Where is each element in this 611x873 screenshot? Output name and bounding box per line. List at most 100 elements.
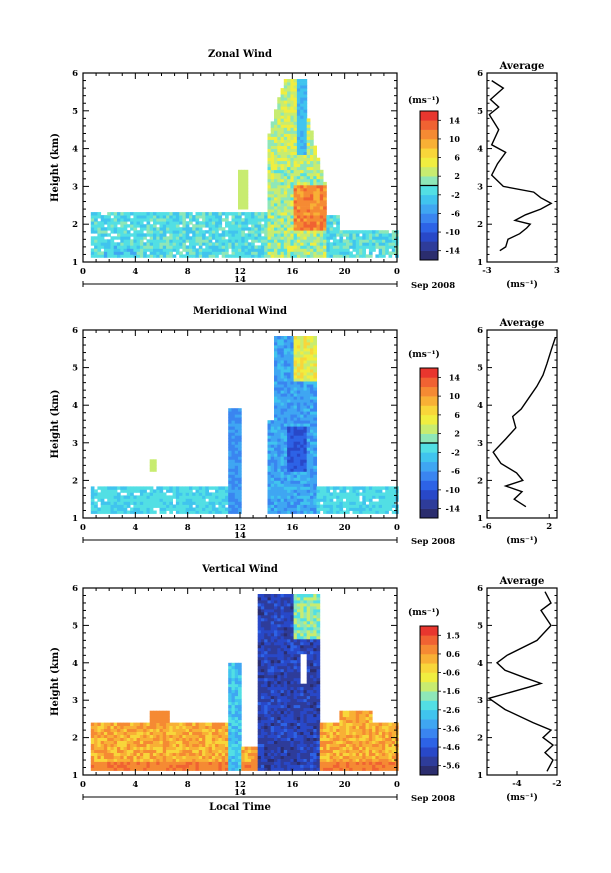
- heatmap-cell: [270, 471, 275, 475]
- heatmap-cell: [290, 417, 295, 421]
- heatmap-cell: [372, 239, 376, 243]
- heatmap-cell: [143, 728, 147, 732]
- heatmap-cell: [313, 169, 317, 174]
- heatmap-cell: [205, 251, 209, 255]
- heatmap-cell: [303, 336, 308, 340]
- heatmap-cell: [287, 411, 291, 415]
- heatmap-cell: [283, 402, 288, 406]
- heatmap-cell: [313, 148, 317, 152]
- heatmap-cell: [283, 465, 288, 469]
- heatmap-cell: [336, 492, 340, 496]
- heatmap-cell: [238, 665, 242, 670]
- heatmap-cell: [234, 242, 239, 246]
- heatmap-cell: [303, 227, 308, 231]
- heatmap-cell: [306, 435, 311, 439]
- heatmap-cell: [270, 698, 275, 703]
- heatmap-cell: [103, 507, 108, 511]
- heatmap-cell: [287, 360, 291, 364]
- heatmap-cell: [192, 227, 196, 231]
- heatmap-cell: [280, 236, 285, 240]
- heatmap-cell: [241, 248, 245, 252]
- heatmap-cell: [215, 248, 219, 252]
- heatmap-cell: [313, 450, 317, 454]
- heatmap-cell: [195, 504, 200, 508]
- heatmap-cell: [192, 236, 196, 240]
- heatmap-cell: [274, 254, 278, 258]
- heatmap-cell: [166, 504, 170, 508]
- heatmap-cell: [103, 245, 108, 249]
- heatmap-cell: [241, 761, 245, 765]
- heatmap-cell: [215, 725, 219, 729]
- heatmap-cell: [139, 233, 144, 237]
- heatmap-cell: [90, 504, 95, 508]
- heatmap-cell: [126, 722, 131, 726]
- heatmap-cell: [123, 755, 128, 759]
- heatmap-cell: [391, 242, 396, 246]
- heatmap-cell: [283, 384, 288, 388]
- heatmap-cell: [113, 755, 118, 759]
- heatmap-cell: [156, 230, 160, 234]
- heatmap-cell: [94, 761, 98, 765]
- heatmap-cell: [192, 764, 196, 768]
- heatmap-cell: [228, 432, 232, 436]
- heatmap-cell: [241, 236, 245, 240]
- date-day-label: 14: [234, 275, 246, 285]
- heatmap-cell: [238, 447, 242, 451]
- heatmap-cell: [123, 507, 128, 511]
- heatmap-cell: [146, 746, 151, 750]
- heatmap-cell: [100, 218, 105, 222]
- heatmap-cell: [175, 740, 180, 744]
- heatmap-cell: [198, 501, 203, 505]
- heatmap-cell: [159, 719, 164, 723]
- heatmap-cell: [238, 707, 242, 712]
- heatmap-cell: [280, 441, 285, 445]
- y-tick-label: 5: [72, 107, 78, 117]
- heatmap-cell: [293, 441, 298, 445]
- heatmap-cell: [274, 194, 278, 198]
- heatmap-cell: [382, 486, 386, 490]
- colorbar-swatch: [420, 471, 438, 481]
- heatmap-cell: [283, 405, 288, 409]
- heatmap-cell: [267, 626, 272, 631]
- heatmap-cell: [267, 221, 272, 225]
- heatmap-cell: [277, 429, 281, 433]
- heatmap-cell: [290, 438, 295, 442]
- heatmap-cell: [247, 758, 252, 762]
- heatmap-cell: [123, 227, 128, 231]
- heatmap-cell: [94, 743, 98, 747]
- heatmap-cell: [293, 387, 298, 391]
- heatmap-cell: [182, 749, 187, 753]
- heatmap-cell: [100, 489, 105, 493]
- heatmap-cell: [153, 746, 157, 750]
- heatmap-cell: [303, 351, 308, 355]
- heatmap-cell: [264, 653, 268, 658]
- heatmap-cell: [228, 221, 232, 225]
- heatmap-cell: [202, 486, 206, 490]
- heatmap-cell: [267, 725, 272, 729]
- heatmap-cell: [287, 236, 291, 240]
- heatmap-cell: [277, 221, 281, 225]
- heatmap-cell: [313, 348, 317, 352]
- heatmap-cell: [153, 710, 157, 715]
- heatmap-cell: [215, 722, 219, 726]
- heatmap-cell: [198, 746, 203, 750]
- heatmap-cell: [175, 749, 180, 753]
- heatmap-cell: [234, 447, 239, 451]
- heatmap-cell: [90, 221, 95, 225]
- heatmap-cell: [126, 486, 131, 490]
- heatmap-cell: [120, 254, 124, 258]
- heatmap-cell: [310, 209, 314, 213]
- heatmap-cell: [228, 710, 232, 715]
- heatmap-cell: [267, 656, 272, 661]
- heatmap-cell: [280, 124, 285, 128]
- heatmap-cell: [218, 245, 223, 249]
- heatmap-cell: [277, 456, 281, 460]
- heatmap-cell: [264, 725, 268, 729]
- heatmap-cell: [355, 239, 360, 243]
- heatmap-cell: [283, 106, 288, 110]
- heatmap-cell: [326, 492, 331, 496]
- heatmap-cell: [166, 740, 170, 744]
- heatmap-cell: [274, 175, 278, 180]
- heatmap-cell: [169, 248, 173, 252]
- heatmap-cell: [205, 218, 209, 222]
